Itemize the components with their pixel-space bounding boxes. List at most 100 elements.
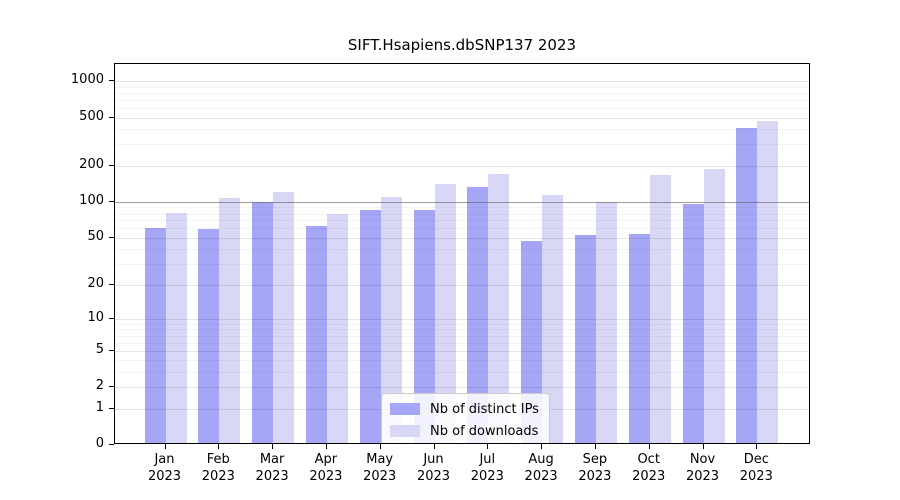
y-tick-mark <box>109 386 114 388</box>
x-tick-mark <box>594 444 596 449</box>
gridline <box>115 228 809 230</box>
gridline <box>115 129 809 131</box>
y-tick-label: 50 <box>87 228 104 244</box>
x-tick-label: Oct 2023 <box>632 452 666 484</box>
bar-distinct-ips <box>413 209 435 443</box>
x-tick-mark <box>164 444 166 449</box>
y-tick-mark <box>109 444 114 445</box>
gridline <box>115 207 809 209</box>
legend-item-distinct-ips: Nb of distinct IPs <box>390 400 539 418</box>
gridline <box>115 213 809 215</box>
bar-distinct-ips <box>736 127 758 443</box>
legend-label-downloads: Nb of downloads <box>430 423 539 439</box>
bar-distinct-ips <box>682 204 704 443</box>
bar-distinct-ips <box>198 229 220 443</box>
y-tick-label: 1000 <box>70 72 104 87</box>
bar-downloads <box>595 201 617 443</box>
y-tick-label: 0 <box>95 436 104 451</box>
bar-downloads <box>649 175 671 443</box>
legend-swatch-downloads <box>390 425 420 437</box>
gridline <box>115 249 809 251</box>
gridline <box>115 107 809 109</box>
x-tick-label: Nov 2023 <box>685 452 720 484</box>
bar-downloads <box>488 174 510 443</box>
x-tick-mark <box>648 444 650 449</box>
y-tick-label: 1 <box>95 399 104 415</box>
x-tick-mark <box>379 444 381 449</box>
y-tick-mark <box>109 116 114 118</box>
bar-distinct-ips <box>359 210 381 443</box>
y-tick-label: 20 <box>87 275 104 291</box>
gridline <box>115 144 809 146</box>
x-tick-label: Mar 2023 <box>255 452 289 484</box>
bar-distinct-ips <box>574 234 596 443</box>
y-tick-label: 2 <box>95 378 104 394</box>
y-tick-mark <box>109 407 114 409</box>
x-tick-mark <box>487 444 489 449</box>
gridline <box>115 264 809 266</box>
x-tick-label: Feb 2023 <box>201 452 235 484</box>
gridline <box>115 220 809 222</box>
y-tick-label: 5 <box>95 341 104 357</box>
bar-distinct-ips <box>521 241 543 443</box>
x-tick-mark <box>325 444 327 449</box>
x-tick-mark <box>218 444 220 449</box>
y-tick-label: 10 <box>87 309 104 325</box>
bar-downloads <box>380 197 402 443</box>
x-tick-mark <box>702 444 704 449</box>
gridline <box>115 318 809 320</box>
legend-swatch-distinct-ips <box>390 403 420 415</box>
gridline <box>115 165 809 167</box>
gridline <box>115 117 809 119</box>
y-tick-label: 500 <box>79 108 104 124</box>
x-tick-mark <box>756 444 758 449</box>
y-tick-label: 100 <box>79 192 104 208</box>
x-tick-label: Jun 2023 <box>416 452 451 484</box>
x-tick-label: Dec 2023 <box>739 452 773 484</box>
gridline <box>115 201 809 203</box>
bar-downloads <box>434 183 456 443</box>
y-tick-mark <box>109 200 114 202</box>
gridline <box>115 342 809 344</box>
gridline <box>115 284 809 286</box>
x-tick-label: May 2023 <box>363 452 397 484</box>
y-tick-mark <box>109 80 114 81</box>
x-tick-mark <box>272 444 274 449</box>
legend-item-downloads: Nb of downloads <box>390 422 539 440</box>
gridline <box>115 360 809 362</box>
bar-distinct-ips <box>467 187 489 443</box>
bar-downloads <box>273 191 295 443</box>
x-tick-label: Sep 2023 <box>578 452 612 484</box>
gridline <box>115 372 809 373</box>
y-tick-mark <box>109 317 114 319</box>
bar-distinct-ips <box>305 225 327 443</box>
gridline <box>115 237 809 239</box>
gridline <box>115 92 809 94</box>
bar-distinct-ips <box>252 202 274 443</box>
x-tick-label: Apr 2023 <box>309 452 343 484</box>
bar-distinct-ips <box>144 228 166 443</box>
x-tick-label: Jan 2023 <box>147 452 182 484</box>
y-tick-mark <box>109 283 114 285</box>
gridline <box>115 323 809 325</box>
x-tick-label: Aug 2023 <box>524 452 558 484</box>
bar-downloads <box>326 213 348 443</box>
chart-title: SIFT.Hsapiens.dbSNP137 2023 <box>347 36 577 54</box>
bar-downloads <box>542 194 564 443</box>
y-tick-label: 200 <box>79 156 104 172</box>
y-tick-mark <box>109 236 114 238</box>
bar-distinct-ips <box>628 233 650 443</box>
bar-downloads <box>757 120 779 443</box>
gridline <box>115 329 809 331</box>
legend: Nb of distinct IPs Nb of downloads <box>381 393 550 443</box>
gridline <box>115 99 809 101</box>
plot-area: Nb of distinct IPs Nb of downloads <box>114 63 810 444</box>
x-tick-mark <box>541 444 543 449</box>
y-tick-mark <box>109 349 114 351</box>
gridline <box>115 86 809 88</box>
x-tick-mark <box>433 444 435 449</box>
gridline <box>115 350 809 352</box>
legend-label-distinct-ips: Nb of distinct IPs <box>430 401 539 417</box>
gridline <box>115 335 809 337</box>
